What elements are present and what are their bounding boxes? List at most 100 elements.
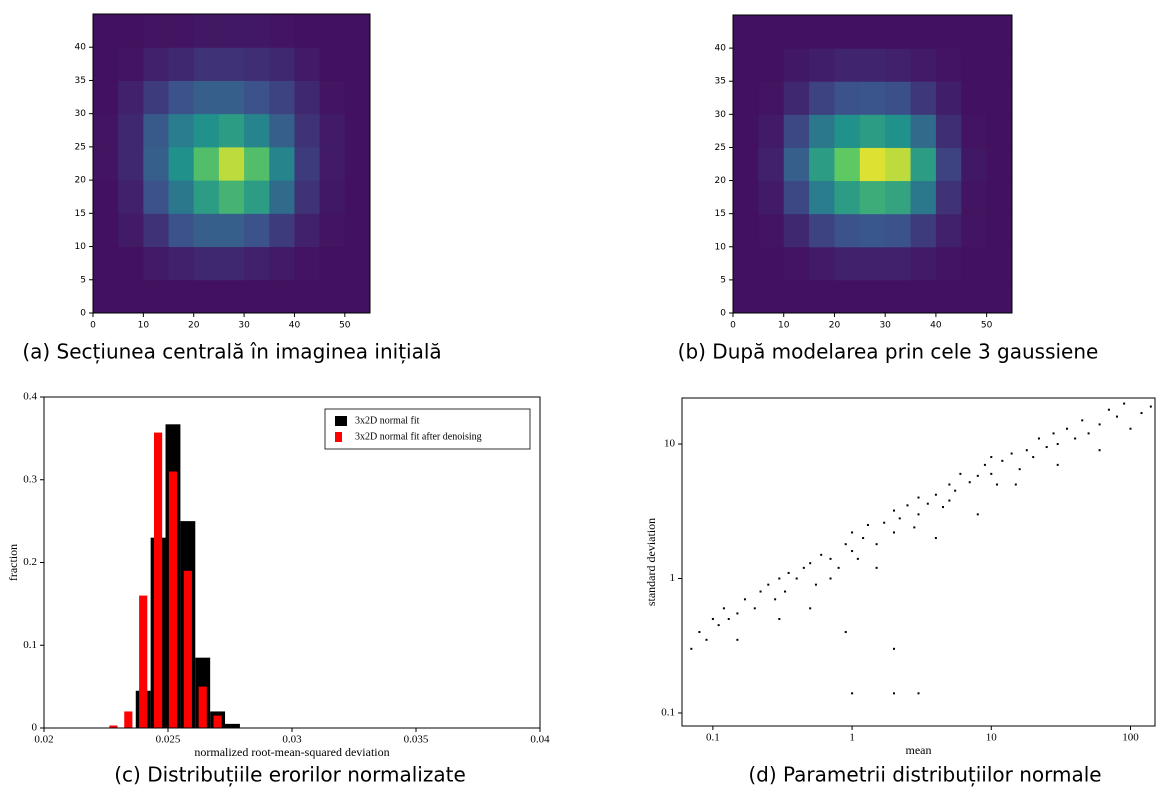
- heatmap-cell: [961, 81, 988, 115]
- heatmap-cell: [93, 279, 119, 314]
- scatter-point: [736, 638, 739, 641]
- plot-frame: [732, 14, 1013, 314]
- heatmap-cell: [143, 246, 170, 281]
- heatmap-cell: [218, 213, 245, 248]
- histogram-bar: [225, 723, 240, 728]
- heatmap-cell: [834, 15, 861, 49]
- heatmap-cell: [986, 147, 1013, 182]
- heatmap-cell: [809, 81, 835, 115]
- heatmap-cell: [294, 113, 321, 148]
- scatter-point: [1056, 443, 1059, 446]
- x-tick-label: 0.04: [530, 734, 550, 746]
- heatmap-cell: [859, 81, 886, 115]
- scatter-point: [990, 472, 993, 475]
- scatter-point: [990, 456, 993, 459]
- scatter-point: [851, 692, 854, 695]
- heatmap-cell: [218, 47, 245, 81]
- scatter-point: [1140, 412, 1143, 415]
- heatmap-cell: [809, 147, 835, 182]
- heatmap-cell: [961, 279, 988, 314]
- heatmap-cell: [244, 14, 270, 48]
- x-tick-label: 100: [1122, 732, 1139, 744]
- x-tick-label: 30: [879, 321, 891, 331]
- legend-swatch: [335, 432, 342, 442]
- heatmap-cell: [834, 246, 861, 281]
- heatmap-cell: [783, 15, 810, 49]
- heatmap-cell: [885, 246, 912, 281]
- heatmap-cell: [344, 146, 371, 181]
- heatmap-cell: [319, 146, 346, 181]
- x-tick-label: 20: [188, 321, 200, 331]
- x-tick-label: 40: [289, 321, 301, 331]
- heatmap-cell: [319, 113, 346, 148]
- heatmap-cell: [193, 80, 220, 115]
- scatter-point: [948, 499, 951, 502]
- scatter-point: [753, 607, 756, 610]
- heatmap-cell: [294, 14, 321, 48]
- heatmap-cell: [758, 15, 785, 49]
- scatter-point: [959, 472, 962, 475]
- y-tick-label: 10: [715, 242, 727, 252]
- histogram-bar: [213, 715, 222, 728]
- heatmap-cell: [834, 48, 861, 82]
- scatter-point: [926, 502, 929, 505]
- scatter-point: [759, 590, 762, 593]
- heatmap-cell: [758, 180, 785, 215]
- heatmap-cell: [193, 213, 220, 248]
- scatter-point: [862, 537, 865, 540]
- x-tick-label: 0: [90, 321, 96, 331]
- heatmap-cell: [168, 279, 195, 314]
- scatter-point: [727, 617, 730, 620]
- heatmap-cell: [118, 113, 144, 148]
- heatmap-cell: [269, 47, 295, 81]
- heatmap-cell: [269, 80, 295, 115]
- scatter-point: [722, 607, 725, 610]
- scatter-point: [913, 526, 916, 529]
- heatmap-cell: [344, 80, 371, 115]
- scatter-point: [698, 631, 701, 634]
- heatmap-cell: [319, 180, 346, 214]
- heatmap-cell: [809, 213, 835, 248]
- scatter-point: [809, 562, 812, 565]
- heatmap-cell: [885, 180, 912, 215]
- heatmap-cell: [143, 180, 170, 214]
- heatmap-cell: [168, 113, 195, 148]
- heatmap-cell: [834, 114, 861, 148]
- scatter-point: [774, 598, 777, 601]
- heatmap-cell: [910, 246, 937, 281]
- y-tick-label: 0.1: [661, 707, 675, 719]
- heatmap-cell: [783, 48, 810, 82]
- heatmap-cell: [244, 113, 270, 148]
- scatter-point: [1037, 437, 1040, 440]
- scatter-point: [1087, 432, 1090, 435]
- heatmap-cell: [783, 279, 810, 314]
- heatmap-cell: [319, 47, 346, 81]
- heatmap-cell: [733, 246, 759, 281]
- y-tick-label: 35: [715, 77, 726, 87]
- heatmap-cell: [758, 279, 785, 314]
- heatmap-cell: [910, 48, 937, 82]
- scatter-point: [743, 598, 746, 601]
- scatter-point: [851, 531, 854, 534]
- heatmap-cell: [168, 47, 195, 81]
- histogram-bar: [153, 432, 163, 728]
- caption: (d) Parametrii distribuțiilor normale: [748, 763, 1101, 787]
- heatmap-cell: [244, 246, 270, 281]
- heatmap-cell: [118, 246, 144, 281]
- heatmap-cell: [143, 146, 170, 181]
- x-tick-label: 10: [986, 732, 998, 744]
- heatmap-cell: [344, 47, 371, 81]
- y-tick-label: 0.4: [23, 391, 37, 403]
- heatmap-cell: [733, 147, 759, 182]
- x-tick-label: 10: [778, 321, 790, 331]
- heatmap-cell: [218, 180, 245, 214]
- scatter-point: [767, 583, 770, 586]
- heatmap-cell: [961, 48, 988, 82]
- heatmap-cell: [961, 147, 988, 182]
- heatmap-cell: [269, 246, 295, 281]
- heatmap-cell: [344, 279, 371, 314]
- scatter-point: [1107, 408, 1110, 411]
- scatter-point: [778, 617, 781, 620]
- heatmap-cell: [269, 213, 295, 248]
